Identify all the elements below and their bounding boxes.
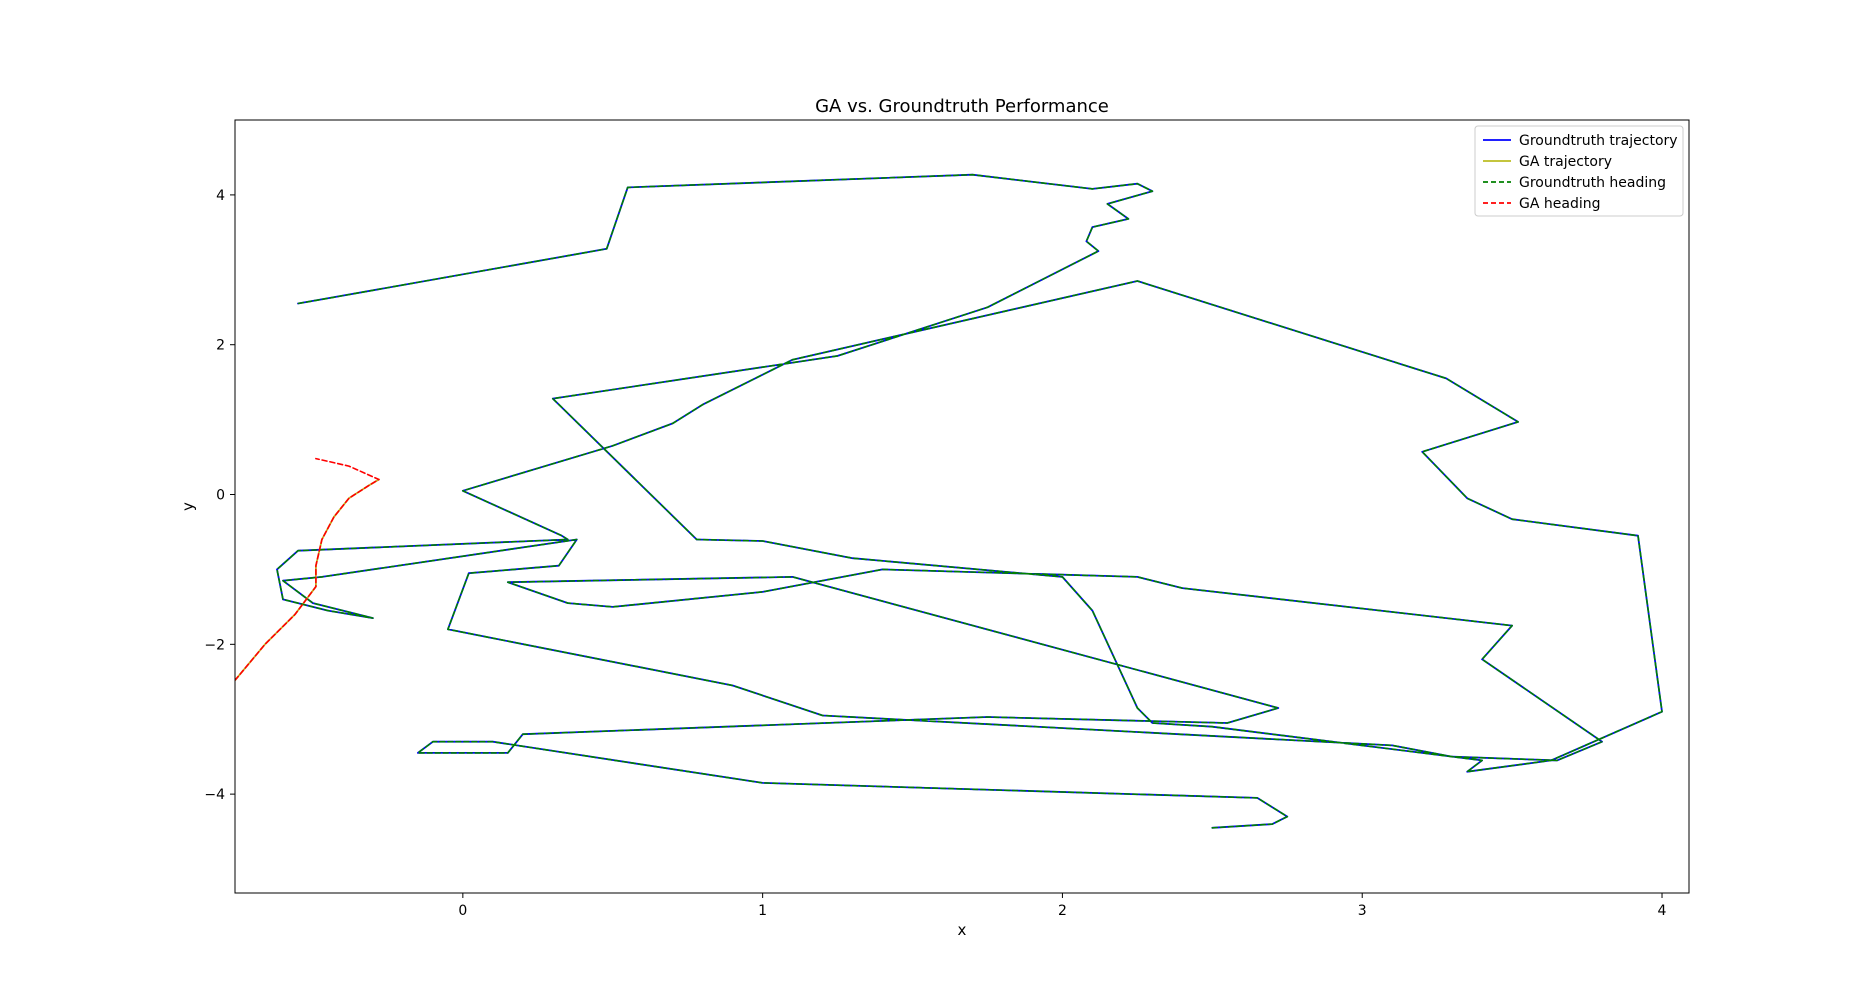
legend-label: Groundtruth trajectory [1519, 133, 1678, 149]
x-tick-label: 4 [1658, 903, 1667, 919]
x-tick-label: 0 [458, 903, 467, 919]
x-tick-label: 2 [1058, 903, 1067, 919]
legend-label: GA trajectory [1519, 154, 1612, 170]
legend-label: Groundtruth heading [1519, 175, 1666, 191]
series-line-groundtruth-heading [276, 173, 1663, 829]
legend-box [1474, 125, 1684, 217]
y-axis-label: y [179, 502, 197, 511]
plot-frame [234, 119, 1690, 894]
y-tick-label: 0 [216, 488, 225, 504]
y-tick-label: 4 [216, 188, 225, 204]
series-line-ga-trajectory [235, 478, 380, 682]
series-line-ga-heading [235, 457, 380, 682]
y-tick-label: −2 [204, 637, 225, 653]
x-axis-ticks: 0 1 2 3 4 [458, 893, 1667, 919]
y-tick-label: −4 [204, 787, 225, 803]
x-tick-label: 1 [758, 903, 767, 919]
x-axis-label: x [958, 921, 967, 939]
legend: Groundtruth trajectory GA trajectory Groun… [1474, 125, 1684, 217]
plot-lines [235, 173, 1663, 829]
chart-title: GA vs. Groundtruth Performance [815, 96, 1109, 117]
y-tick-label: 2 [216, 338, 225, 354]
y-axis-ticks: 4 2 0 −2 −4 [204, 188, 235, 803]
x-tick-label: 3 [1358, 903, 1367, 919]
legend-label: GA heading [1519, 196, 1600, 212]
